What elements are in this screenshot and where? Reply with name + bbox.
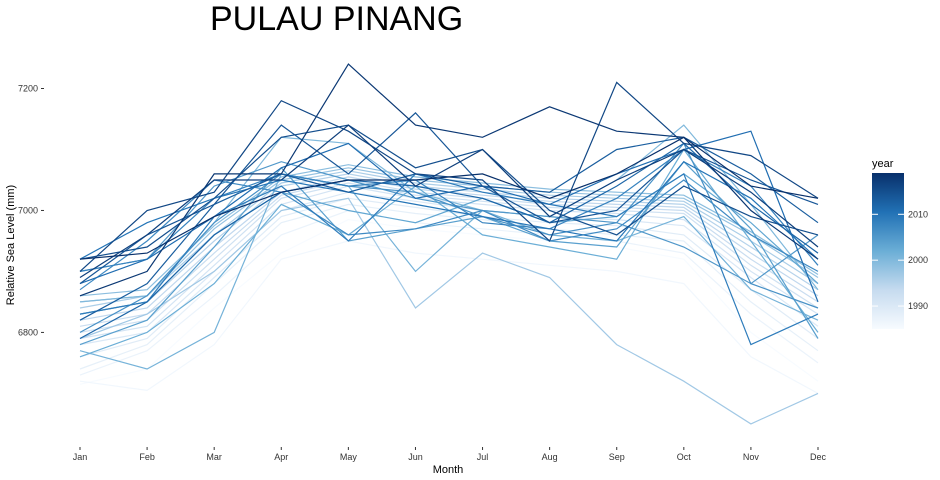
x-tick-label: Apr [274,452,288,462]
legend-title: year [872,158,894,170]
legend-tick-label: 2000 [908,255,928,265]
series-line-2004 [79,160,819,346]
series-line-1990 [79,191,819,346]
series-line-2001 [79,173,819,370]
series-line-2015 [79,124,819,260]
series-line-2008 [79,148,819,272]
y-axis: 6800 7000 7200 [18,83,44,337]
series-line-2014 [79,112,819,285]
series-line-1995 [79,173,819,315]
y-tick-label: 6800 [18,327,38,337]
x-tick-label: Oct [677,452,692,462]
legend: year 1990 2000 2010 [872,158,928,329]
series-line-1988 [79,203,819,370]
series-line-1989 [79,197,819,358]
x-tick-label: Dec [810,452,827,462]
x-tick-label: Jun [408,452,423,462]
series-line-2010 [79,160,819,260]
y-tick-label: 7200 [18,83,38,93]
series-line-2019 [79,136,819,260]
series-line-1987 [79,209,819,376]
series-line-1985 [79,218,819,385]
series-line-2013 [79,136,819,321]
x-tick-label: Aug [542,452,558,462]
series-line-2012 [79,142,819,340]
series-line-2000 [79,124,819,303]
series-line-2018 [79,63,819,297]
series-line-1992 [79,182,819,333]
chart-title: PULAU PINANG [210,0,463,38]
legend-tick-label: 2010 [908,209,928,219]
colorbar [872,173,904,329]
series-line-1997 [79,197,819,425]
x-tick-label: Jan [73,452,88,462]
series-line-1986 [79,240,819,394]
series-group [79,63,819,425]
x-axis: Jan Feb Mar Apr May Jun Jul Aug Sep Oct Nov Dec [73,447,827,462]
series-line-1993 [79,179,819,327]
y-axis-title: Relative Sea Level (mm) [5,185,17,305]
x-tick-label: Sep [609,452,625,462]
x-tick-label: May [340,452,358,462]
legend-tick-label: 1990 [908,301,928,311]
series-line-2006 [79,142,819,333]
y-tick-label: 7000 [18,205,38,215]
x-tick-label: Feb [139,452,155,462]
x-tick-label: Mar [206,452,222,462]
x-tick-label: Nov [743,452,760,462]
series-line-2009 [79,173,819,346]
series-line-1996 [79,170,819,309]
x-tick-label: Jul [477,452,489,462]
legend-ticks: 1990 2000 2010 [872,209,928,311]
x-axis-title: Month [433,464,464,476]
